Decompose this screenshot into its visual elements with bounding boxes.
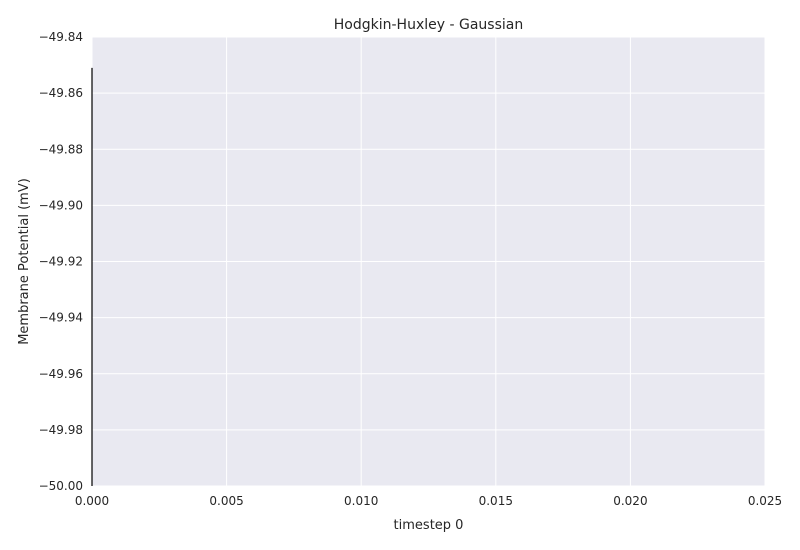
x-axis-label: timestep 0 bbox=[394, 518, 464, 533]
x-tick-label: 0.020 bbox=[613, 494, 647, 508]
x-tick-label: 0.025 bbox=[748, 494, 782, 508]
x-tick-label: 0.000 bbox=[75, 494, 109, 508]
x-tick-labels: 0.000 0.005 0.010 0.015 0.020 0.025 bbox=[75, 494, 782, 508]
y-tick-label: −49.86 bbox=[39, 86, 83, 100]
x-tick-label: 0.010 bbox=[344, 494, 378, 508]
y-tick-label: −49.96 bbox=[39, 367, 83, 381]
x-tick-label: 0.015 bbox=[479, 494, 513, 508]
y-tick-label: −49.84 bbox=[39, 30, 83, 44]
y-tick-label: −49.94 bbox=[39, 311, 83, 325]
y-tick-labels: −49.84 −49.86 −49.88 −49.90 −49.92 −49.94 −49.… bbox=[39, 30, 83, 493]
x-tick-label: 0.005 bbox=[209, 494, 243, 508]
chart-title: Hodgkin-Huxley - Gaussian bbox=[334, 17, 523, 33]
y-tick-label: −50.00 bbox=[39, 479, 83, 493]
y-tick-label: −49.98 bbox=[39, 423, 83, 437]
grid-lines bbox=[91, 36, 766, 487]
y-tick-label: −49.90 bbox=[39, 198, 83, 212]
y-axis-label: Membrane Potential (mV) bbox=[17, 178, 32, 345]
y-tick-label: −49.88 bbox=[39, 142, 83, 156]
y-tick-label: −49.92 bbox=[39, 255, 83, 269]
